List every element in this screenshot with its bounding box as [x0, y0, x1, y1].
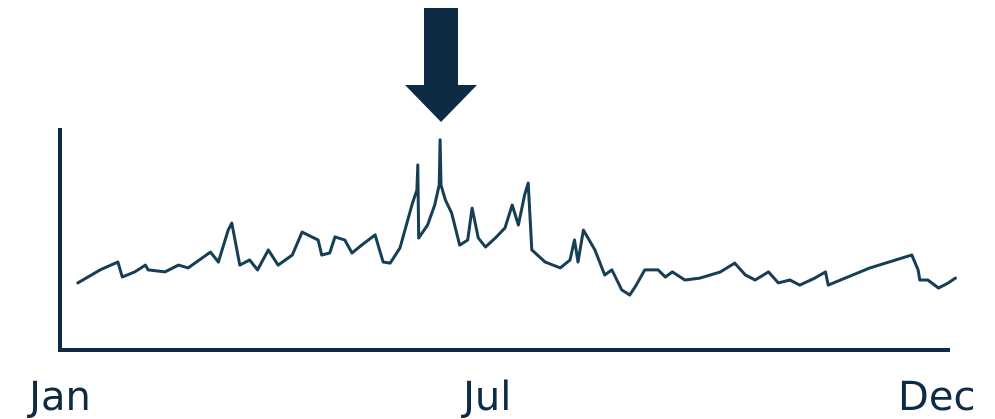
x-tick-label: Dec	[898, 374, 975, 419]
data-line	[76, 138, 957, 297]
x-tick-label: Jan	[26, 374, 91, 419]
x-tick-label: Jul	[460, 374, 511, 419]
arrow-shaft	[424, 8, 458, 86]
arrow-head	[405, 85, 477, 122]
